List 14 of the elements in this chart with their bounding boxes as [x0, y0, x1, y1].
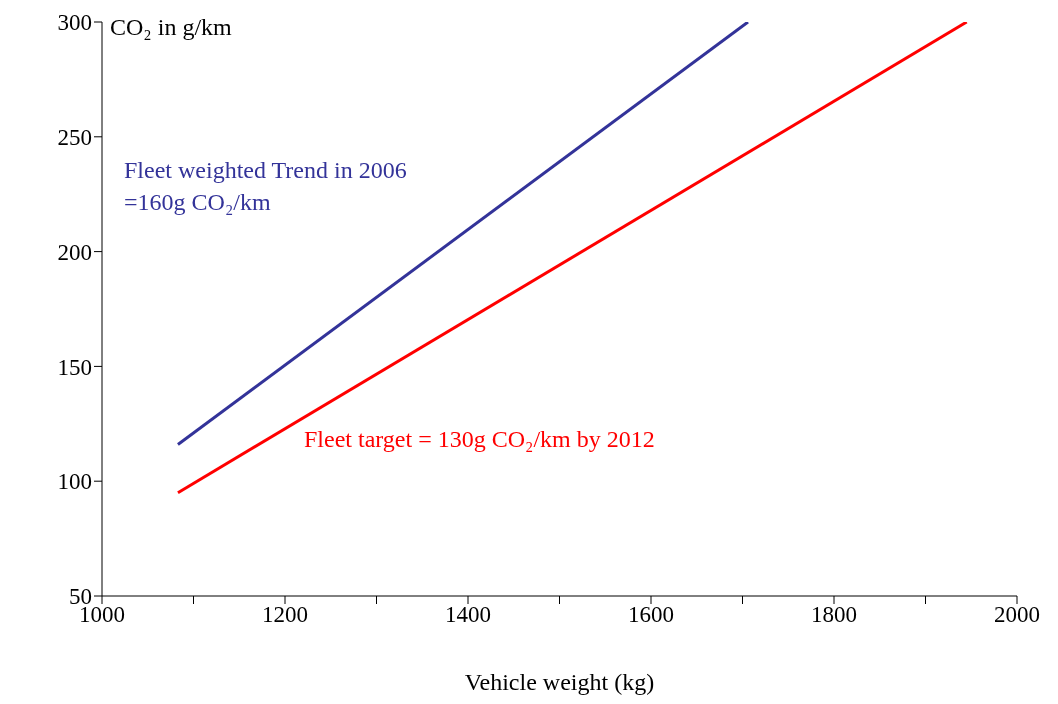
x-tick-label: 1600 [628, 602, 674, 628]
y-tick-label: 250 [57, 124, 92, 150]
annotation: Fleet target = 130g CO₂/km by 2012 [304, 425, 656, 454]
x-tick-label: 2000 [994, 602, 1040, 628]
x-tick-label: 1800 [811, 602, 857, 628]
x-tick-label: 1400 [445, 602, 491, 628]
y-tick-label: 150 [57, 354, 92, 380]
y-axis-title: CO₂ in g/km [110, 14, 232, 41]
annotation: Fleet weighted Trend in 2006 =160g CO₂/km [124, 156, 408, 217]
y-tick-label: 200 [57, 239, 92, 265]
y-tick-label: 300 [57, 10, 92, 36]
x-axis-title: Vehicle weight (kg) [464, 669, 655, 695]
y-tick-label: 100 [57, 469, 92, 495]
x-tick-label: 1200 [262, 602, 308, 628]
